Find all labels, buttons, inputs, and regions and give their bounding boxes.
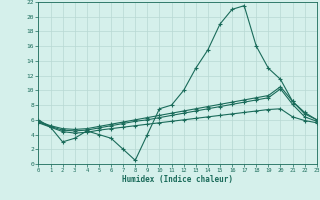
X-axis label: Humidex (Indice chaleur): Humidex (Indice chaleur) [122, 175, 233, 184]
